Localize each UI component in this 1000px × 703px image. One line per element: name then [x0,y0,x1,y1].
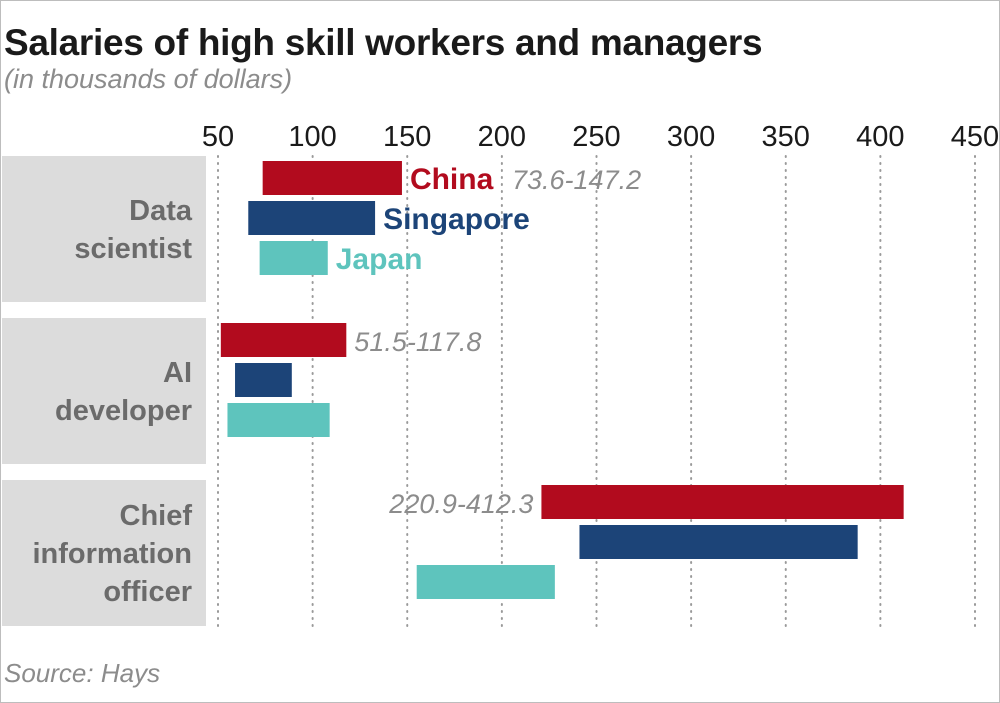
category-label: officer [103,576,192,608]
category-band [2,318,206,464]
series-label: Singapore [383,203,530,236]
category-label: Data [129,195,193,227]
bar-japan [259,241,328,275]
range-label: 73.6-147.2 [512,165,641,195]
category-label: Chief [120,500,193,532]
category-label: developer [55,395,192,427]
chart-subtitle: (in thousands of dollars) [4,64,293,94]
series-label: China [410,163,494,196]
x-tick-label: 400 [856,121,904,153]
x-tick-label: 350 [762,121,810,153]
bar-singapore [579,525,858,559]
chart-source: Source: Hays [4,658,161,688]
x-tick-label: 150 [383,121,431,153]
bar-china [541,485,904,519]
x-tick-label: 200 [478,121,526,153]
x-tick-label: 100 [288,121,336,153]
bar-japan [227,403,330,437]
category-band [2,156,206,302]
series-label: Japan [336,243,423,276]
x-tick-label: 300 [667,121,715,153]
bar-china [220,323,347,357]
bar-china [262,161,402,195]
bar-singapore [248,201,376,235]
category-label: scientist [74,233,192,265]
x-tick-label: 50 [202,121,234,153]
x-tick-label: 450 [951,121,999,153]
chart-title: Salaries of high skill workers and manag… [4,22,763,63]
bar-japan [416,565,555,599]
bar-singapore [235,363,292,397]
range-label: 51.5-117.8 [354,327,481,357]
x-tick-label: 250 [572,121,620,153]
category-label: AI [163,357,192,389]
category-label: information [33,538,193,570]
range-label: 220.9-412.3 [388,489,533,519]
category-band [2,480,206,626]
